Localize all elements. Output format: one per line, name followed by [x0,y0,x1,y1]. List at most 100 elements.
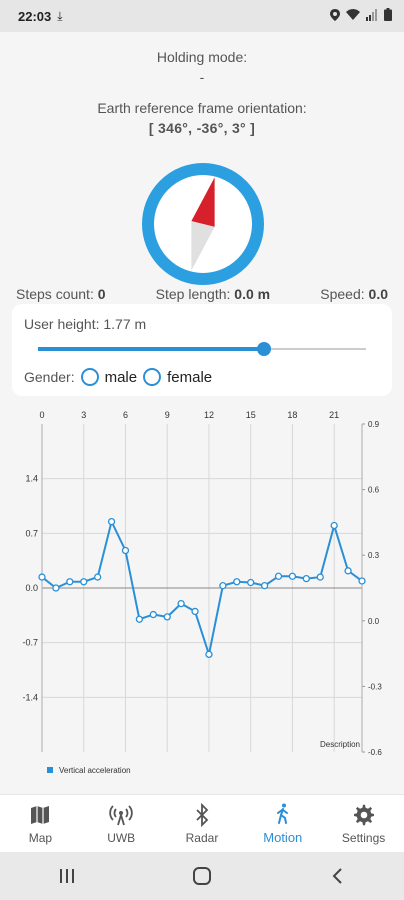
steps-count-value: 0 [97,286,106,302]
y-tick-label: -0.7 [22,638,38,648]
data-point [247,578,255,587]
data-point [219,582,227,590]
radio-circle-icon [143,368,162,386]
location-icon [330,8,340,24]
nav-item-radar[interactable]: Radar [162,795,243,852]
x-tick-label: 21 [329,410,339,420]
nav-item-map[interactable]: Map [0,795,81,852]
stats-row: Steps count: 0 Step length: 0.0 m Speed:… [16,286,388,302]
data-point [121,546,130,555]
steps-count: Steps count: 0 [16,286,106,302]
legend-swatch [47,767,53,773]
acceleration-chart[interactable]: 0 3 6 9 12 15 18 21 1.4 0.7 0.0 -0.7 -1.4 0.9 0.6 0.3 0.… [0,404,404,788]
chart-svg: 0 3 6 9 12 15 18 21 1.4 0.7 0.0 -0.7 -1.4 0.9 0.6 0.3 0.… [0,404,404,788]
map-icon [31,805,50,824]
home-button[interactable] [172,856,232,896]
x-tick-label: 3 [81,410,86,420]
data-point [330,521,338,530]
data-point [149,610,157,619]
chart-background [0,404,404,788]
status-icons [330,8,392,24]
gender-female-radio[interactable]: female [143,368,212,386]
chart-description: Description [320,740,360,749]
orientation-label: Earth reference frame orientation: [97,100,307,116]
right-tick-label: 0.6 [368,486,380,495]
status-time: 22:03 [18,8,52,24]
speed-value: 0.0 [368,286,388,302]
nav-label-settings: Settings [341,830,386,845]
recent-apps-icon [60,869,75,883]
back-icon [332,868,342,884]
nav-item-settings[interactable]: Settings [323,795,404,852]
right-tick-label: 0.9 [368,420,380,429]
orientation-value: [ 346°, -36°, 3° ] [148,120,256,136]
slider-thumb[interactable] [257,342,272,356]
data-point [316,573,324,581]
gender-female-label: female [167,368,213,386]
y-tick-label: 1.4 [25,474,38,484]
user-height-slider[interactable] [38,342,366,356]
step-length: Step length: 0.0 m [156,286,270,302]
speed-label: Speed: [320,286,365,302]
nav-item-uwb[interactable]: UWB [81,795,162,852]
x-tick-label: 6 [123,410,128,420]
gender-row: Gender: male female [24,368,212,386]
x-tick-label: 9 [165,410,170,420]
x-tick-label: 12 [204,410,214,420]
legend-label: Vertical acceleration [59,766,131,775]
data-point [38,573,46,581]
data-point [177,599,185,608]
data-point [80,578,88,586]
compass-icon [142,163,264,285]
gender-male-label: male [104,368,138,386]
data-point [358,577,366,585]
data-point [344,567,352,575]
data-point [260,582,269,590]
recent-apps-button[interactable] [37,856,97,896]
step-length-label: Step length: [155,286,231,302]
gender-male-radio[interactable]: male [80,368,138,386]
x-tick-label: 0 [39,410,44,420]
data-point [288,572,297,580]
slider-fill [38,347,265,351]
data-point [135,615,144,623]
data-point [191,607,199,616]
data-point [66,578,74,586]
back-button[interactable] [307,856,367,896]
x-tick-label: 15 [246,410,256,420]
y-tick-label: 0.0 [25,583,38,593]
status-bar: 22:03 ⤓ [0,0,404,32]
walk-icon [276,803,288,824]
right-tick-label: -0.3 [368,682,382,691]
right-tick-label: -0.6 [368,748,382,757]
user-settings-card: User height: 1.77 m Gender: male female [12,304,392,396]
x-tick-label: 18 [287,410,297,420]
data-point [107,517,116,526]
right-tick-label: 0.0 [368,617,380,626]
speed: Speed: 0.0 [320,286,388,302]
bottom-nav: Map UWB Radar Motion Settings [0,794,404,852]
radio-circle-icon [80,368,99,386]
step-length-value: 0.0 m [234,286,271,302]
uwb-icon [109,804,133,825]
nav-item-motion[interactable]: Motion [242,795,323,852]
data-point [205,650,213,659]
data-point [274,572,283,580]
holding-mode-value: - [199,69,205,85]
y-tick-label: -1.4 [22,692,38,702]
wifi-icon [346,8,360,24]
nav-label-motion: Motion [263,830,303,845]
system-nav-bar [0,852,404,900]
signal-icon [366,8,378,24]
gear-icon [353,804,374,825]
home-icon [192,867,211,885]
holding-mode-label: Holding mode: [156,49,248,65]
user-height-label: User height: 1.77 m [24,316,147,332]
radar-icon [196,802,209,827]
data-point [52,584,60,592]
nav-label-map: Map [28,830,53,845]
download-icon: ⤓ [57,8,63,23]
battery-icon [384,8,392,24]
data-point [94,573,102,581]
nav-label-radar: Radar [185,830,219,845]
